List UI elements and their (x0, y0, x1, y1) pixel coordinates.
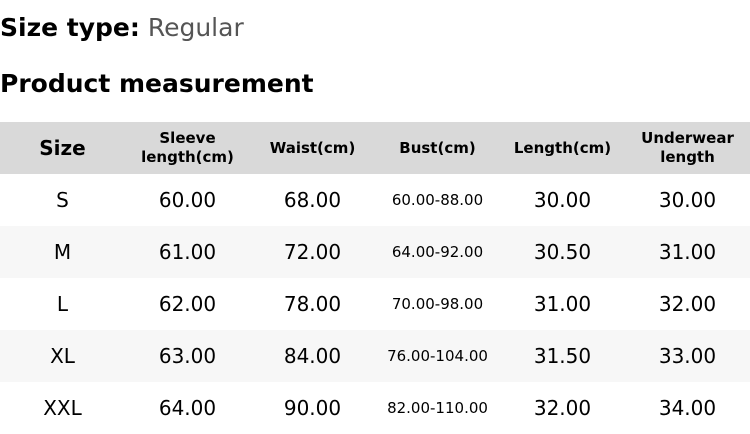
table-cell: S (56, 188, 69, 212)
table-cell: 68.00 (283, 188, 342, 212)
size-type: Size type: Regular (0, 12, 244, 44)
size-type-label: Size type: (0, 13, 140, 42)
table-cell: 84.00 (283, 344, 342, 368)
column-header: Underwear length (641, 129, 734, 166)
table-row: XXL 64.00 90.00 82.00-110.00 32.00 34.00 (0, 382, 750, 434)
table-cell: 78.00 (283, 292, 342, 316)
table-cell: 34.00 (658, 396, 717, 420)
table-cell: 76.00-104.00 (387, 347, 488, 365)
table-cell: 31.50 (533, 344, 592, 368)
table-header-row: Size Sleeve length(cm) Waist(cm) Bust(cm) Le… (0, 122, 750, 174)
table-row: S 60.00 68.00 60.00-88.00 30.00 30.00 (0, 174, 750, 226)
column-header: Bust(cm) (399, 138, 476, 157)
table-cell: 64.00 (158, 396, 217, 420)
table-cell: 60.00 (158, 188, 217, 212)
table-cell: XXL (43, 396, 82, 420)
column-header: Sleeve length(cm) (141, 129, 234, 166)
table-cell: 31.00 (533, 292, 592, 316)
measurement-table: Size Sleeve length(cm) Waist(cm) Bust(cm) Le… (0, 122, 750, 434)
table-row: XL 63.00 84.00 76.00-104.00 31.50 33.00 (0, 330, 750, 382)
table-cell: 62.00 (158, 292, 217, 316)
column-header: Size (39, 135, 86, 160)
table-row: L 62.00 78.00 70.00-98.00 31.00 32.00 (0, 278, 750, 330)
table-cell: M (53, 240, 72, 264)
table-cell: 90.00 (283, 396, 342, 420)
table-cell: 82.00-110.00 (387, 399, 488, 417)
table-cell: 72.00 (283, 240, 342, 264)
table-cell: XL (50, 344, 75, 368)
table-cell: 33.00 (658, 344, 717, 368)
column-header: Waist(cm) (269, 138, 356, 157)
table-cell: 32.00 (658, 292, 717, 316)
table-cell: 32.00 (533, 396, 592, 420)
column-header: Length(cm) (513, 138, 612, 157)
table-cell: 30.00 (658, 188, 717, 212)
table-cell: 70.00-98.00 (391, 295, 484, 313)
table-cell: 30.50 (533, 240, 592, 264)
table-cell: 64.00-92.00 (391, 243, 484, 261)
table-row: M 61.00 72.00 64.00-92.00 30.50 31.00 (0, 226, 750, 278)
table-cell: 61.00 (158, 240, 217, 264)
table-cell: 63.00 (158, 344, 217, 368)
table-cell: 60.00-88.00 (391, 191, 484, 209)
table-cell: 30.00 (533, 188, 592, 212)
table-cell: L (56, 292, 69, 316)
size-type-value: Regular (147, 13, 244, 42)
table-cell: 31.00 (658, 240, 717, 264)
section-title: Product measurement (0, 69, 314, 98)
